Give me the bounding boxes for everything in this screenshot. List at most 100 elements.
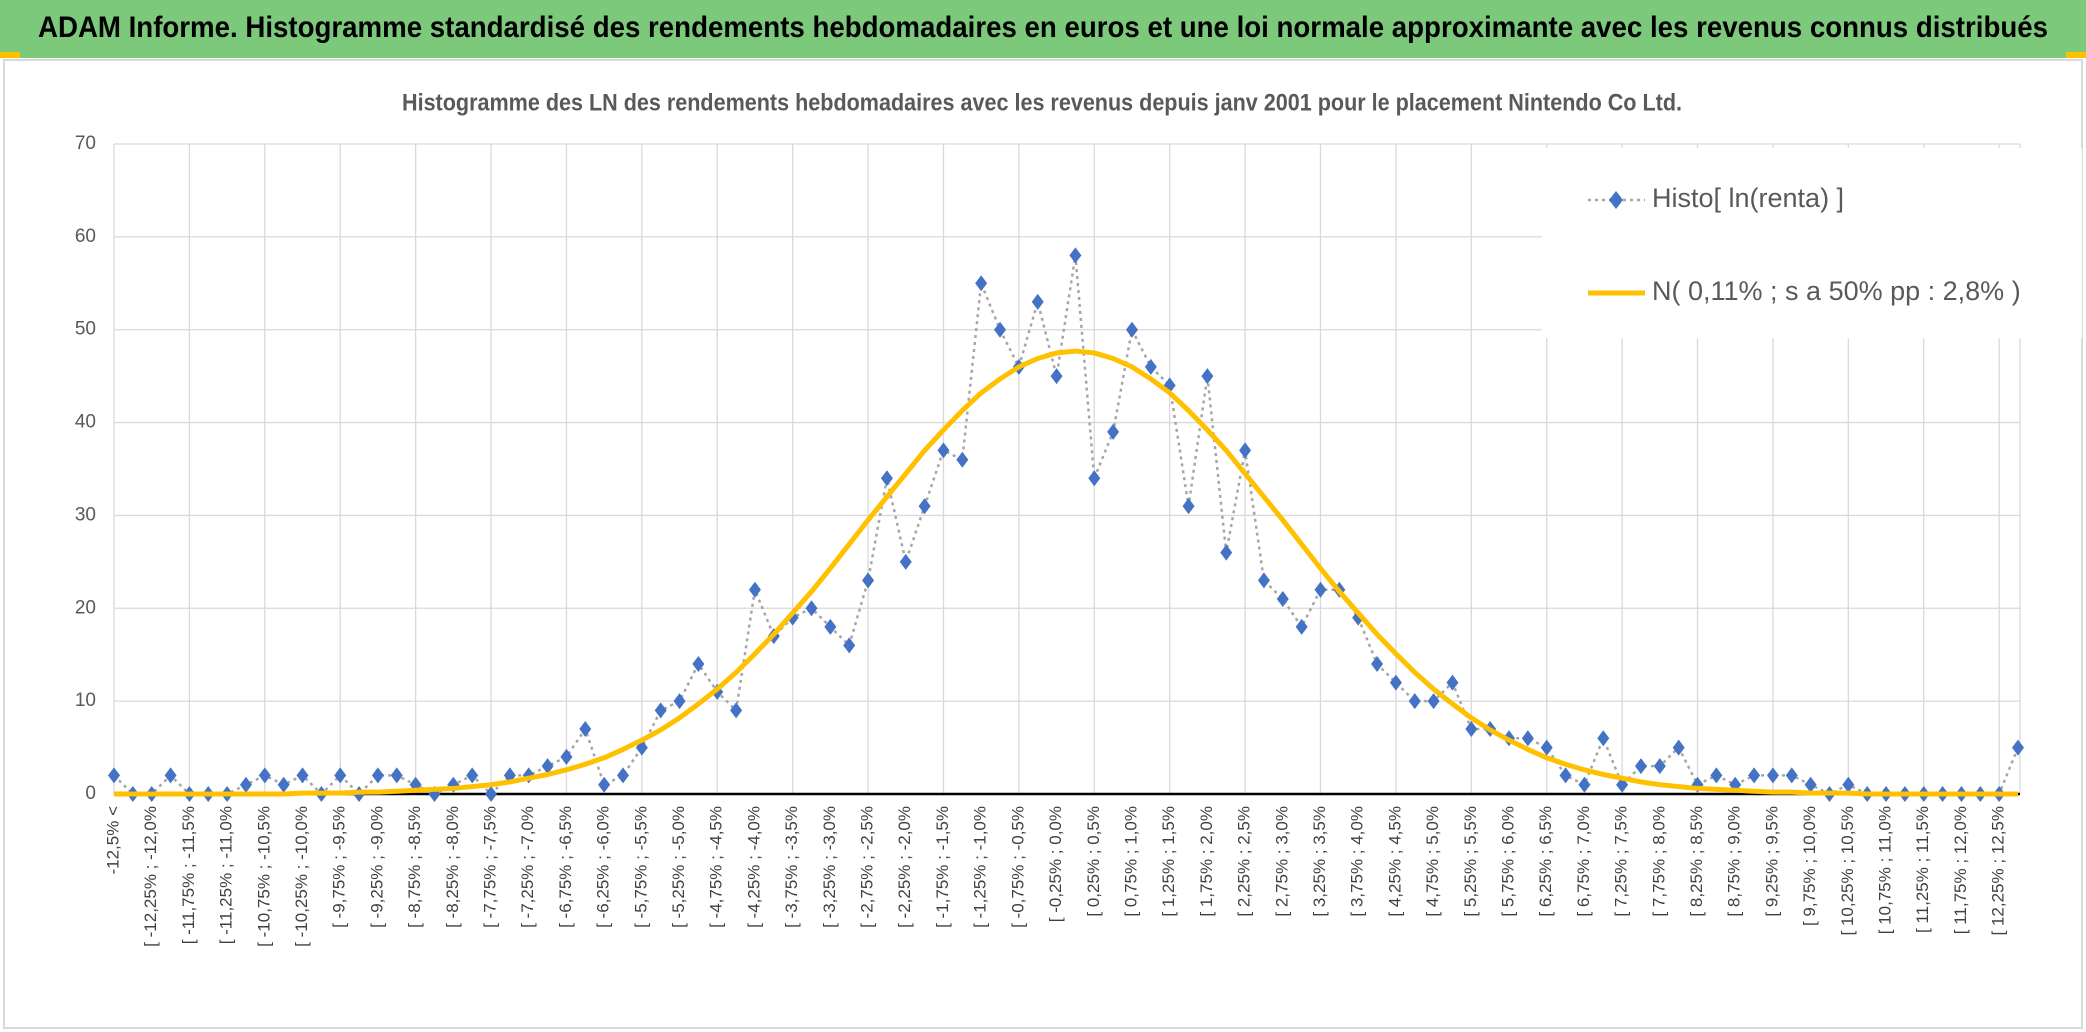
x-tick-label: [ -2,25% ; -2,0% — [895, 806, 914, 928]
x-tick-label: [ 5,25% ; 5,5% — [1461, 806, 1480, 917]
x-tick-label: [ -4,25% ; -4,0% — [744, 806, 763, 928]
data-point — [277, 776, 290, 793]
x-tick-label: [ 9,25% ; 9,5% — [1762, 806, 1781, 917]
data-point — [1427, 693, 1440, 710]
data-point — [748, 581, 761, 598]
x-tick-label: [ 6,75% ; 7,0% — [1574, 806, 1593, 917]
data-point — [1634, 758, 1647, 775]
x-tick-label: [ 7,25% ; 7,5% — [1612, 806, 1631, 917]
legend-marker — [1609, 191, 1623, 209]
data-point — [1559, 767, 1572, 784]
data-point — [296, 767, 309, 784]
data-point — [1314, 581, 1327, 598]
data-point — [975, 275, 988, 292]
data-point — [2012, 739, 2024, 756]
x-tick-label: [ 12,25% ; 12,5% — [1989, 806, 2008, 935]
data-point — [1446, 674, 1459, 691]
data-point — [485, 786, 498, 802]
data-point — [1295, 618, 1308, 635]
y-tick-label: 40 — [75, 412, 96, 433]
data-point — [616, 767, 629, 784]
data-point — [918, 498, 931, 515]
data-point — [1144, 358, 1157, 375]
data-point — [371, 767, 384, 784]
data-point — [239, 776, 252, 793]
data-point — [579, 721, 592, 737]
data-point — [560, 748, 573, 765]
y-tick-label: 50 — [75, 319, 96, 340]
x-tick-label: [ -3,25% ; -3,0% — [820, 806, 839, 928]
data-point — [390, 767, 403, 784]
data-point — [899, 553, 912, 570]
x-tick-label: [ 3,25% ; 3,5% — [1310, 806, 1329, 917]
legend-label: N( 0,11% ; s a 50% pp : 2,8% ) — [1652, 276, 2021, 306]
x-tick-label: [ -1,25% ; -1,0% — [971, 806, 990, 928]
x-tick-label: [ -9,25% ; -9,0% — [367, 806, 386, 928]
x-tick-label: -12,5% < — [103, 806, 122, 875]
data-point — [1653, 758, 1666, 775]
data-point — [994, 321, 1007, 338]
y-tick-label: 10 — [75, 690, 96, 711]
x-tick-label: [ 11,25% ; 11,5% — [1913, 806, 1932, 933]
x-tick-label: [ -2,75% ; -2,5% — [858, 806, 877, 928]
chart-frame — [3, 59, 2083, 1029]
data-point — [956, 451, 969, 468]
x-tick-label: [ -10,25% ; -10,0% — [292, 806, 311, 947]
x-tick-label: [ -10,75% ; -10,5% — [254, 806, 273, 947]
x-tick-label: [ -8,75% ; -8,5% — [405, 806, 424, 928]
data-point — [598, 776, 611, 793]
x-tick-label: [ 2,25% ; 2,5% — [1235, 806, 1254, 917]
data-point — [862, 572, 875, 589]
data-point — [1069, 247, 1082, 264]
data-point — [1785, 767, 1798, 784]
data-point — [1201, 368, 1214, 385]
banner-title: ADAM Informe. Histogramme standardisé de… — [38, 11, 2048, 44]
data-point — [164, 767, 177, 784]
x-tick-label: [ 2,75% ; 3,0% — [1272, 806, 1291, 917]
data-point — [1766, 767, 1779, 784]
x-tick-label: [ 7,75% ; 8,0% — [1649, 806, 1668, 917]
x-tick-label: [ -7,25% ; -7,0% — [518, 806, 537, 928]
data-point — [466, 767, 479, 784]
data-point — [843, 637, 856, 654]
data-point — [1182, 498, 1195, 515]
data-point — [1540, 739, 1553, 756]
data-point — [1389, 674, 1402, 691]
data-point — [1031, 293, 1044, 310]
x-tick-label: [ 9,75% ; 10,0% — [1800, 806, 1819, 926]
x-tick-label: [ 1,25% ; 1,5% — [1159, 806, 1178, 917]
data-point — [1088, 470, 1101, 487]
data-point — [1257, 572, 1270, 589]
legend-label: Histo[ ln(renta) ] — [1652, 183, 1844, 213]
data-point — [1672, 739, 1685, 756]
banner-accent — [0, 52, 20, 58]
data-point — [1239, 442, 1252, 459]
x-tick-label: [ -1,75% ; -1,5% — [933, 806, 952, 928]
data-point — [541, 758, 554, 775]
data-point — [108, 767, 120, 784]
data-point — [1804, 776, 1817, 793]
data-point — [673, 693, 686, 710]
data-point — [1842, 776, 1855, 793]
x-tick-label: [ -6,75% ; -6,5% — [556, 806, 575, 928]
data-point — [1371, 656, 1384, 672]
banner — [0, 0, 2086, 58]
x-tick-label: [ 11,75% ; 12,0% — [1951, 806, 1970, 934]
series-line — [114, 348, 2018, 797]
plot-area: 0 10 20 30 40 50 60 70 -12,5% < [ -12,25% ; -12,0… — [75, 133, 2082, 947]
data-point — [334, 767, 347, 784]
x-tick-label: [ 4,25% ; 4,5% — [1385, 806, 1404, 917]
data-point — [1465, 721, 1478, 737]
data-point — [1220, 544, 1233, 561]
x-tick-label: [ -0,75% ; -0,5% — [1008, 806, 1027, 928]
x-tick-label: [ -11,25% ; -11,0% — [217, 806, 236, 944]
data-point — [880, 470, 893, 487]
y-tick-label: 0 — [85, 783, 96, 804]
x-tick-label: [ -7,75% ; -7,5% — [481, 806, 500, 928]
data-point — [730, 702, 743, 719]
legend-box — [1542, 148, 2082, 338]
data-point — [1107, 423, 1120, 440]
data-point — [824, 618, 837, 635]
y-tick-label: 30 — [75, 504, 96, 525]
x-tick-label: [ 8,25% ; 8,5% — [1687, 806, 1706, 917]
